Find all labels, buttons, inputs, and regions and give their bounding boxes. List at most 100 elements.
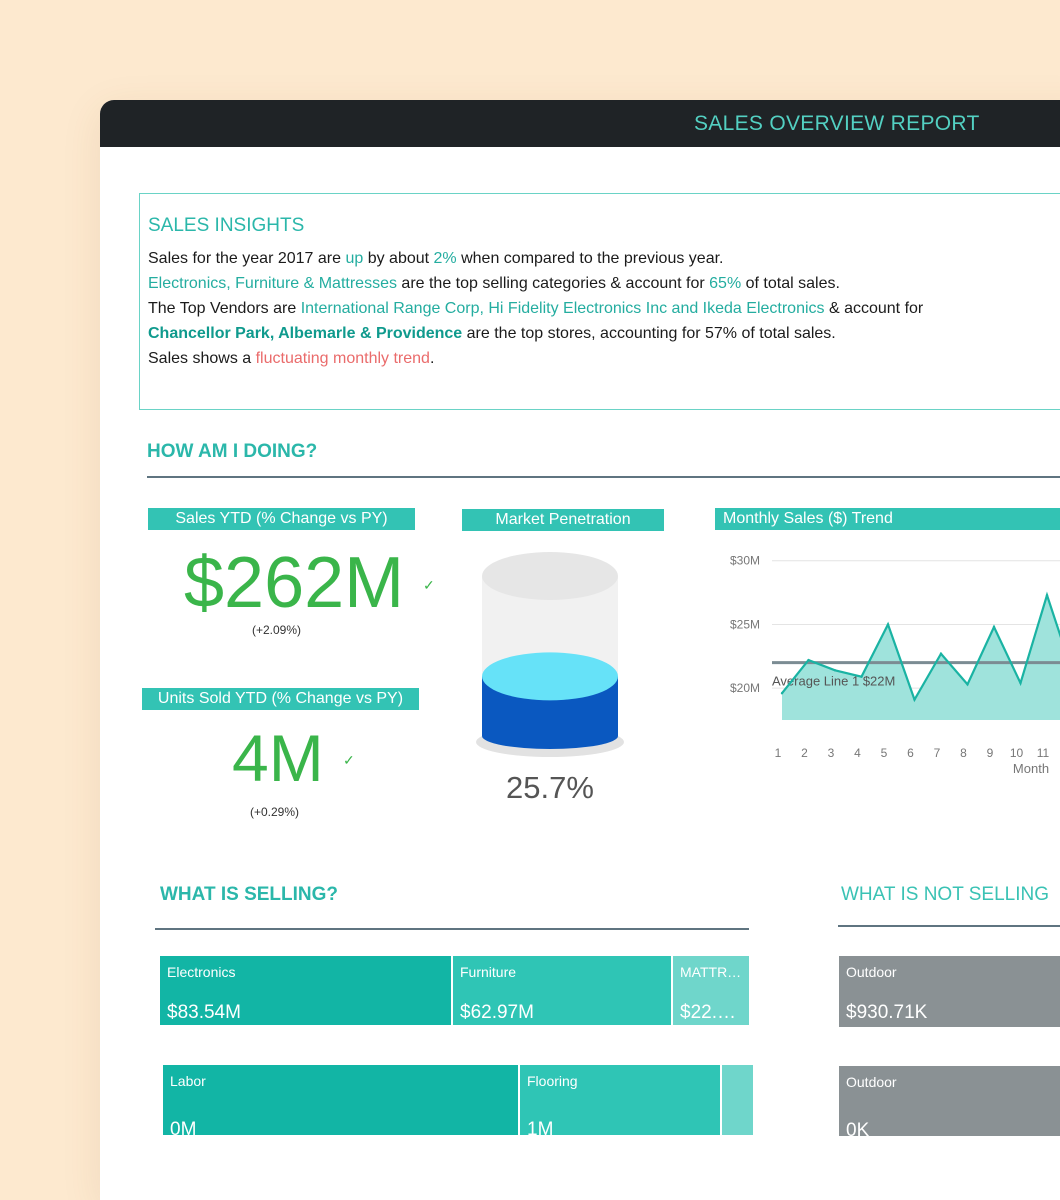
data-point [1045, 593, 1049, 597]
treemap-tile-outdoor[interactable]: Outdoor $930.71K [839, 956, 1060, 1027]
series-line [781, 591, 1060, 703]
cylinder-liquid [482, 652, 618, 749]
how-am-i-doing-title: HOW AM I DOING? [147, 441, 318, 462]
tile-label: MATTR… [680, 964, 742, 980]
sales-ytd-change: (+2.09%) [252, 623, 302, 637]
insight-highlight: International Range Corp, Hi Fidelity El… [300, 300, 825, 317]
tile-value: $62.97M [460, 1002, 534, 1023]
market-penetration-label: Market Penetration [462, 509, 664, 531]
tile-value: $930.71K [846, 1002, 928, 1023]
insight-text: . [429, 350, 435, 367]
market-penetration-value: 25.7% [506, 770, 594, 805]
insight-line-1: Sales for the year 2017 are up by about … [148, 250, 723, 268]
treemap-tile-mattresses[interactable]: MATTR… $22.… [673, 956, 749, 1025]
x-axis-label: Month [1013, 761, 1049, 776]
data-point [913, 698, 916, 701]
x-tick-label: 7 [934, 746, 941, 760]
data-point [860, 675, 863, 678]
tile-label: Outdoor [846, 964, 897, 980]
insight-text: are the top stores, accounting for 57% o… [462, 325, 836, 342]
insight-text: Sales for the year 2017 are [148, 250, 346, 267]
insight-text: of total sales. [741, 275, 840, 292]
liquid-bottom [482, 723, 618, 749]
y-tick-label: $25M [730, 617, 760, 631]
treemap-tile-flooring[interactable]: Flooring 1M [520, 1065, 722, 1135]
x-tick-label: 1 [775, 746, 782, 760]
tile-value: $83.54M [167, 1002, 241, 1023]
data-point [966, 683, 969, 686]
treemap-tile-outdoor-units[interactable]: Outdoor 0K [839, 1066, 1060, 1136]
insight-highlight: 65% [709, 275, 742, 292]
insight-highlight: Chancellor Park, Albemarle & Providence [148, 325, 463, 342]
tile-value: 1M [527, 1119, 554, 1135]
tile-value: 0M [170, 1119, 197, 1135]
sales-ytd-value: $262M [184, 543, 405, 623]
insight-text: by about [363, 250, 434, 267]
x-tick-label: 4 [854, 746, 861, 760]
x-tick-label: 10 [1010, 746, 1024, 760]
data-point [939, 652, 943, 655]
x-tick-label: 2 [801, 746, 808, 760]
x-tick-label: 5 [881, 746, 888, 760]
x-tick-label: 8 [960, 746, 967, 760]
units-ytd-change: (+0.29%) [250, 805, 300, 819]
tile-label: Furniture [460, 964, 517, 980]
tile-value: $22.… [680, 1002, 736, 1023]
treemap-tile-furniture[interactable]: Furniture $62.97M [453, 956, 673, 1025]
y-tick-label: $30M [730, 554, 760, 568]
section-divider [838, 925, 1060, 927]
insight-text: when compared to the previous year. [456, 250, 724, 267]
data-point [807, 658, 810, 662]
sales-ytd-label: Sales YTD (% Change vs PY) [148, 508, 415, 530]
units-ytd-label: Units Sold YTD (% Change vs PY) [142, 688, 419, 710]
data-point [780, 692, 784, 695]
cylinder-top [482, 552, 618, 600]
data-point [992, 625, 996, 629]
insight-text: The Top Vendors are [148, 300, 301, 317]
treemap-tile-electronics[interactable]: Electronics $83.54M [160, 956, 453, 1025]
insight-line-5: Sales shows a fluctuating monthly trend. [148, 350, 434, 368]
insight-highlight: up [345, 250, 364, 267]
insight-text: & account for [824, 300, 924, 317]
section-divider [147, 476, 1060, 478]
insight-line-3: The Top Vendors are International Range … [148, 300, 923, 318]
insight-highlight: 2% [433, 250, 457, 267]
y-tick-label: $20M [730, 681, 760, 695]
what-is-not-selling-title: WHAT IS NOT SELLING [841, 884, 1049, 905]
report-panel: SALES OVERVIEW REPORT SALES INSIGHTS Sal… [100, 100, 1060, 1200]
sales-insights-box: SALES INSIGHTS Sales for the year 2017 a… [139, 193, 1060, 410]
insight-text: are the top selling categories & account… [396, 275, 710, 292]
tile-value: 0K [846, 1120, 870, 1136]
x-tick-label: 3 [828, 746, 835, 760]
check-icon: ✓ [343, 752, 355, 768]
tile-label: Outdoor [846, 1074, 897, 1090]
area-fill [782, 595, 1060, 720]
average-line-label: Average Line 1 $22M [772, 674, 895, 689]
liquid-surface [482, 652, 618, 701]
check-icon: ✓ [423, 577, 435, 593]
insight-line-4: Chancellor Park, Albemarle & Providence … [148, 325, 836, 343]
what-is-selling-title: WHAT IS SELLING? [160, 884, 339, 905]
insight-line-2: Electronics, Furniture & Mattresses are … [148, 275, 840, 293]
data-point [833, 669, 837, 672]
insights-title: SALES INSIGHTS [148, 215, 305, 236]
x-tick-label: 9 [987, 746, 994, 760]
insight-text: Sales shows a [148, 350, 256, 367]
treemap-tile-labor[interactable]: Labor 0M [163, 1065, 520, 1135]
units-ytd-value: 4M [232, 721, 324, 795]
tile-label: Flooring [527, 1073, 578, 1089]
data-point [1019, 681, 1022, 685]
report-title: SALES OVERVIEW REPORT [694, 112, 980, 135]
tile-label: Electronics [167, 964, 236, 980]
monthly-trend-label: Monthly Sales ($) Trend [715, 508, 1060, 530]
insight-highlight: Electronics, Furniture & Mattresses [148, 275, 397, 292]
report-header: SALES OVERVIEW REPORT [100, 100, 1060, 147]
monthly-sales-chart: $20M $25M $30M Average Line 1 $22M 1 2 3 4 5 6 7 8 9… [730, 554, 1060, 776]
data-point [886, 623, 890, 626]
x-tick-label: 6 [907, 746, 914, 760]
x-tick-label: 11 [1037, 746, 1050, 760]
treemap-tile-other[interactable] [722, 1065, 753, 1135]
section-divider [155, 928, 749, 930]
market-penetration-cylinder [476, 552, 624, 757]
insight-negative: fluctuating monthly trend [255, 350, 430, 367]
